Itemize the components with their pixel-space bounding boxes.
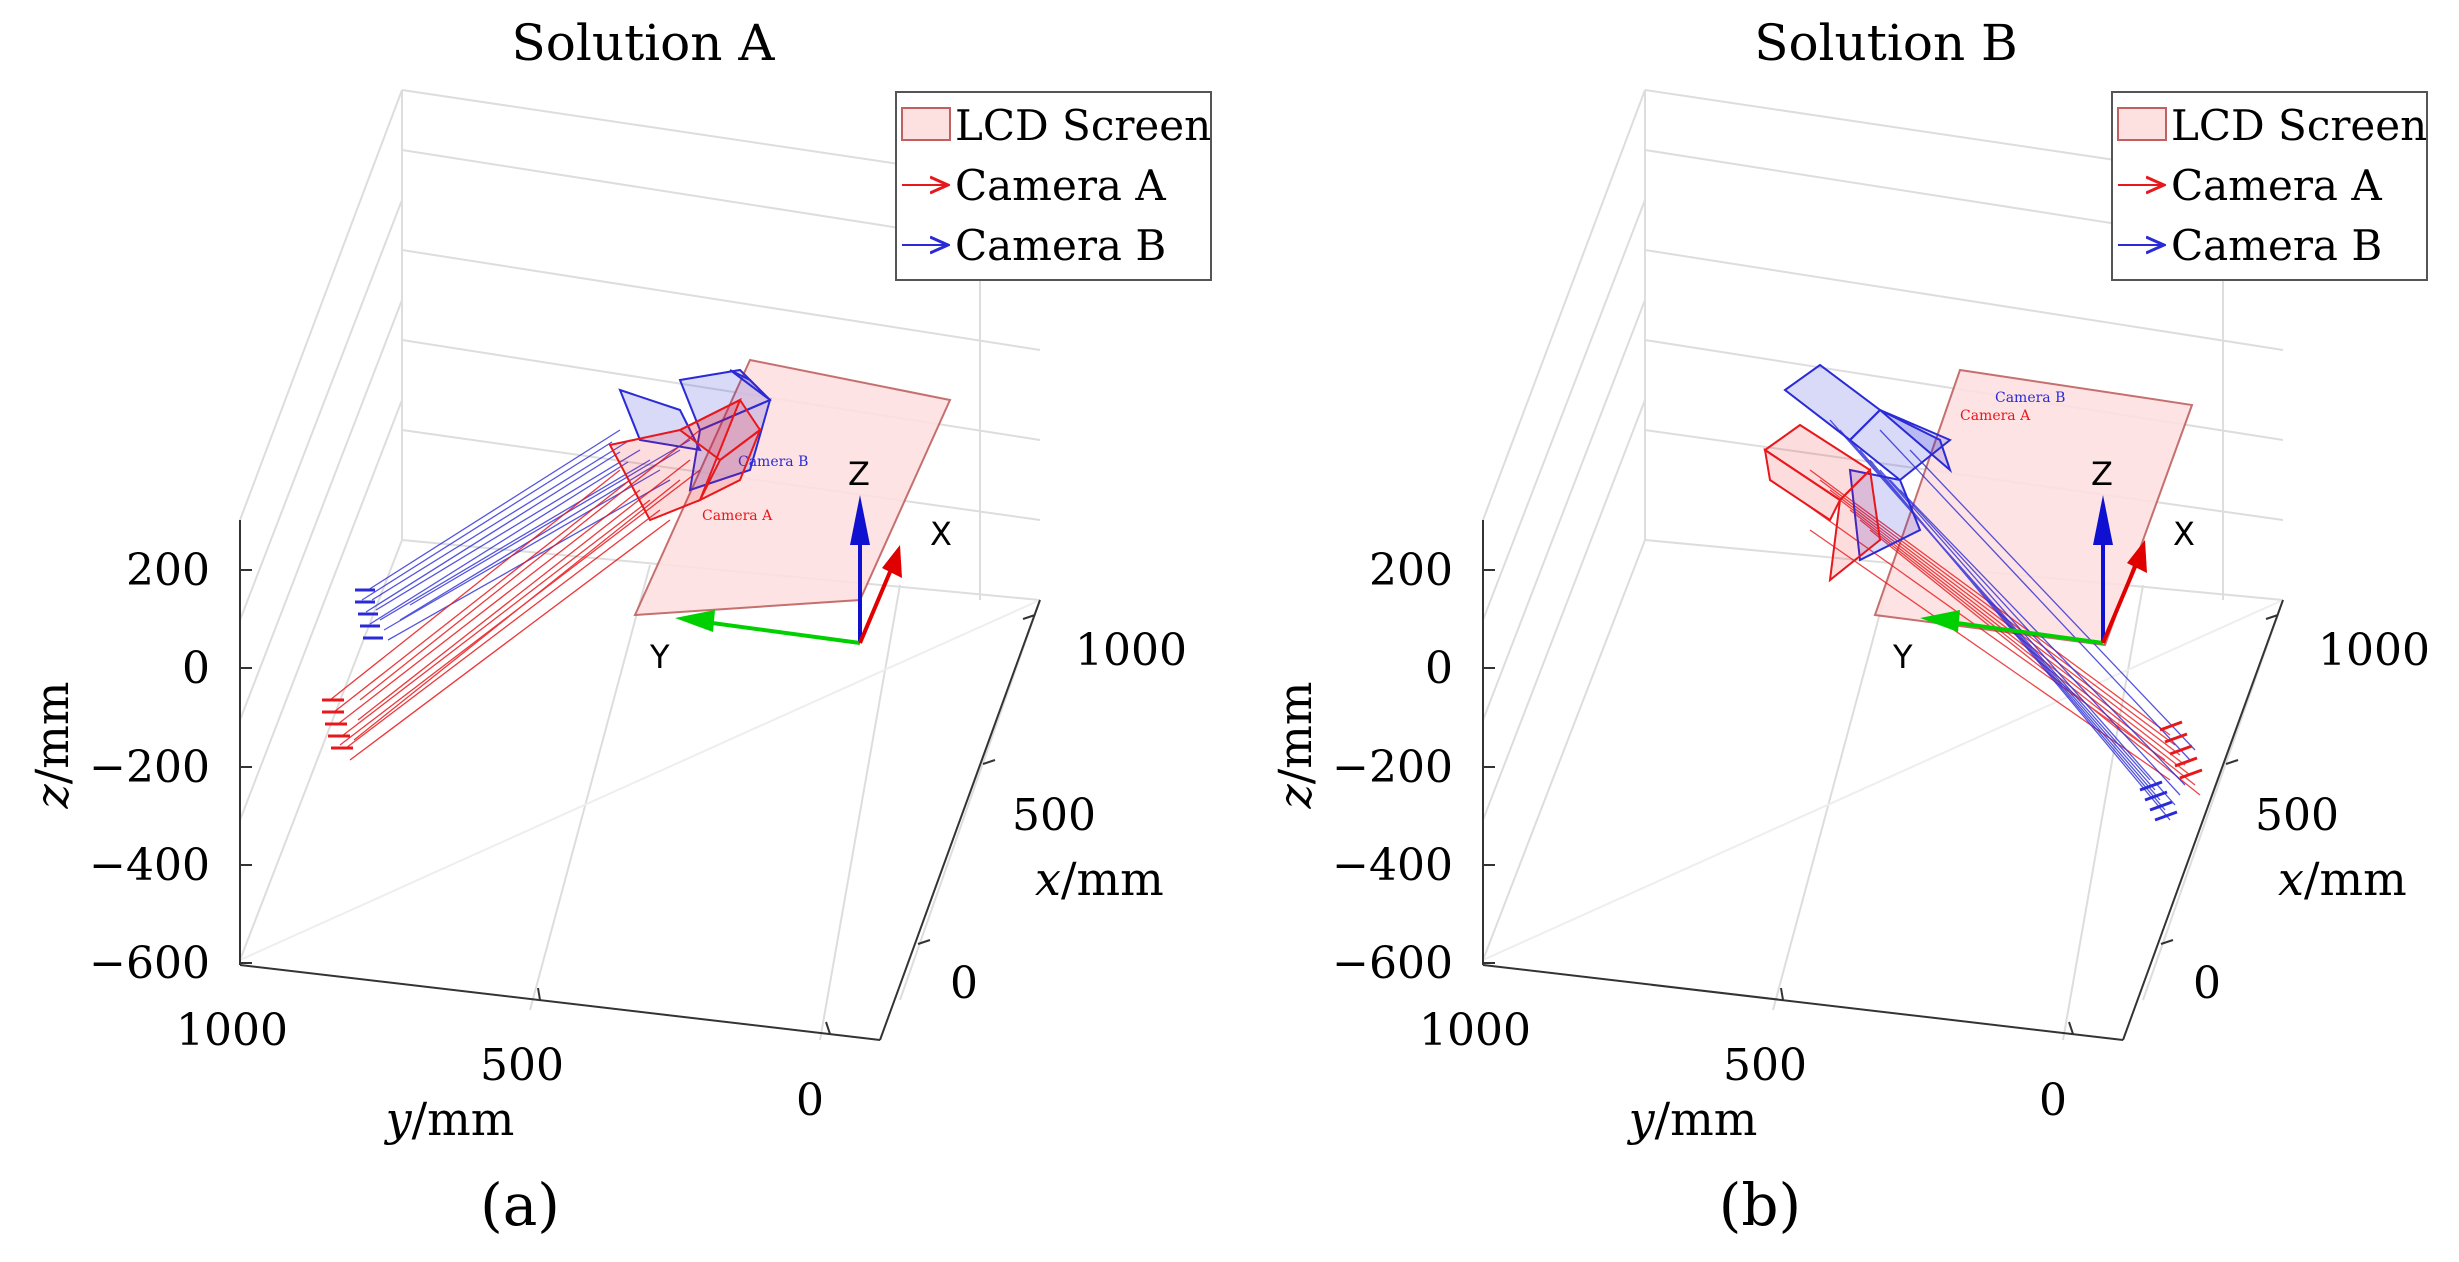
tick-label: −600 (1332, 938, 1453, 989)
panel-a-frame-axes: Z Y X (649, 455, 952, 676)
panel-a-camera-a-ray-ends (322, 698, 353, 750)
tick-label: 500 (1723, 1040, 1807, 1091)
panel-b-x-tick-labels: 0 500 1000 (2193, 625, 2430, 1009)
panel-b-camera-b-body (1783, 363, 1953, 562)
tick-label: 0 (182, 643, 210, 694)
panel-b-y-axis-label: y/mm (1627, 1092, 1758, 1146)
panel-a-frame-x-label: X (930, 515, 952, 553)
tick-label: 0 (2193, 958, 2221, 1009)
panel-a-camera-b-body (618, 368, 772, 492)
tick-label: 1000 (1075, 625, 1187, 676)
tick-label: 500 (480, 1040, 564, 1091)
tick-label: −400 (1332, 840, 1453, 891)
tick-label: −200 (89, 742, 210, 793)
tick-label: 0 (2039, 1075, 2067, 1126)
panel-a-camera-a-rays (329, 429, 701, 761)
panel-b-camera-b-rays (1829, 419, 2196, 821)
panel-a-screen-label-camera-b: Camera B (738, 454, 808, 470)
legend-entry: Camera B (955, 221, 1166, 270)
panel-a-x-ticks (917, 614, 1036, 945)
tick-label: 0 (950, 958, 978, 1009)
panel-a-y-ticks (537, 987, 831, 1035)
tick-label: 200 (1369, 545, 1453, 596)
panel-a-screen-label-camera-a: Camera A (702, 508, 773, 524)
tick-label: 1000 (1419, 1005, 1531, 1056)
panel-b: Camera B Camera A (1268, 14, 2430, 1239)
panel-b-frame-x-label: X (2173, 515, 2195, 553)
panel-b-x-axis-label: x/mm (2278, 852, 2407, 906)
panel-a: Camera B Camera A (25, 14, 1212, 1239)
panel-a-caption: (a) (480, 1171, 560, 1239)
panel-a-x-axis-label: x/mm (1035, 852, 1164, 906)
panel-b-z-axis-label: z/mm (1268, 682, 1322, 810)
panel-b-frame-axes: Z Y X (1892, 455, 2195, 676)
panel-b-z-tick-labels: 200 0 −200 −400 −600 (1332, 545, 1453, 989)
panel-b-frame-y-label: Y (1892, 638, 1913, 676)
panel-b-legend: LCD Screen Camera A Camera B (2111, 91, 2428, 281)
tick-label: 0 (796, 1075, 824, 1126)
panel-a-z-axis-label: z/mm (25, 682, 79, 810)
tick-label: 200 (126, 545, 210, 596)
panel-b-camera-a-body (1763, 423, 1882, 583)
panel-a-frame-z-label: Z (848, 455, 870, 493)
legend-entry: Camera A (2171, 161, 2382, 210)
panel-b-caption: (b) (1719, 1171, 1801, 1239)
legend-swatch-lcd (2117, 107, 2167, 141)
tick-label: 0 (1425, 643, 1453, 694)
tick-label: 500 (1012, 790, 1096, 841)
panel-a-frame-y-label: Y (649, 638, 670, 676)
tick-label: 1000 (2318, 625, 2430, 676)
panel-b-camera-a-ray-ends (2159, 720, 2203, 780)
panel-b-title: Solution B (1754, 14, 2018, 72)
panel-a-z-ticks (240, 569, 252, 964)
panel-b-box (1482, 520, 2284, 1041)
panel-b-screen-label-camera-a: Camera A (1960, 408, 2031, 424)
legend-entry: Camera B (2171, 221, 2382, 270)
panel-b-y-ticks (1780, 987, 2074, 1035)
tick-label: 1000 (176, 1005, 288, 1056)
panel-a-z-tick-labels: 200 0 −200 −400 −600 (89, 545, 210, 989)
panel-b-screen-label-camera-b: Camera B (1995, 390, 2065, 406)
panel-b-x-ticks (2160, 614, 2279, 945)
legend-entry: LCD Screen (2171, 101, 2427, 150)
tick-label: −200 (1332, 742, 1453, 793)
legend-entry: Camera A (955, 161, 1166, 210)
tick-label: −400 (89, 840, 210, 891)
legend-entry: LCD Screen (955, 101, 1211, 150)
panel-a-camera-b-rays (361, 429, 691, 641)
panel-a-y-axis-label: y/mm (384, 1092, 515, 1146)
panel-b-z-ticks (1483, 569, 1495, 964)
panel-a-camera-a-body (608, 397, 763, 522)
panel-a-box (239, 520, 1041, 1041)
panel-a-title: Solution A (512, 14, 776, 72)
panel-b-y-tick-labels: 1000 500 0 (1419, 1005, 2067, 1126)
tick-label: 500 (2255, 790, 2339, 841)
panel-a-camera-b-ray-ends (355, 588, 383, 640)
panel-a-x-tick-labels: 0 500 1000 (950, 625, 1187, 1009)
panel-a-legend: LCD Screen Camera A Camera B (895, 91, 1212, 281)
panel-a-y-tick-labels: 1000 500 0 (176, 1005, 824, 1126)
panel-b-lcd-screen (1873, 368, 2194, 647)
legend-swatch-lcd (901, 107, 951, 141)
panel-b-frame-z-label: Z (2091, 455, 2113, 493)
tick-label: −600 (89, 938, 210, 989)
panel-b-camera-b-ray-ends (2139, 780, 2178, 822)
